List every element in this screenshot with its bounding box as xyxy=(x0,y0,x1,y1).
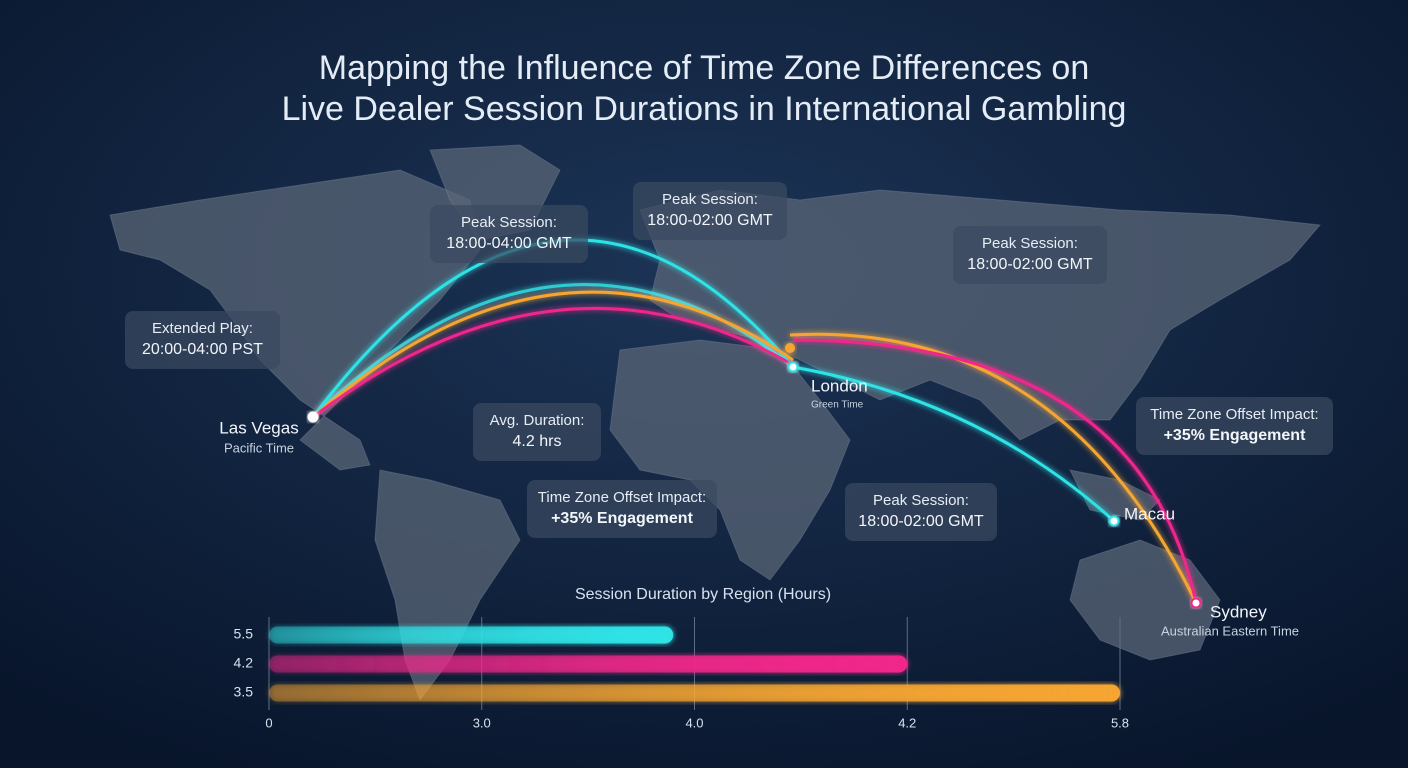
callout-detail: +35% Engagement xyxy=(551,510,694,527)
callout-heading: Time Zone Offset Impact: xyxy=(538,489,706,506)
y-category-label: 5.5 xyxy=(234,626,254,642)
callout-box xyxy=(845,483,997,541)
callout-detail: 18:00-02:00 GMT xyxy=(647,212,773,229)
callout-heading: Avg. Duration: xyxy=(490,412,585,429)
callout-detail: 4.2 hrs xyxy=(513,433,562,450)
callout-heading: Peak Session: xyxy=(982,235,1078,252)
title-line: Live Dealer Session Durations in Interna… xyxy=(282,90,1127,128)
callout-box xyxy=(527,480,717,538)
city-name: Macau xyxy=(1124,504,1175,523)
hub-dot xyxy=(785,343,795,353)
callout-box xyxy=(633,182,787,240)
chart-title: Session Duration by Region (Hours) xyxy=(575,586,831,603)
city-zone: Pacific Time xyxy=(224,440,294,455)
world-map xyxy=(109,144,1321,702)
city-name: Sydney xyxy=(1210,602,1267,621)
callout-box xyxy=(473,403,601,461)
callout-heading: Extended Play: xyxy=(152,320,253,337)
callout-detail: 18:00-04:00 GMT xyxy=(446,235,572,252)
bar xyxy=(269,684,1120,702)
map-labels: Peak Session: 18:00-04:00 GMT Peak Session… xyxy=(125,182,1333,638)
bar-chart: Session Duration by Region (Hours) 0 3.0 4.… xyxy=(234,586,1130,730)
x-tick-label: 0 xyxy=(265,715,272,730)
city-name: London xyxy=(811,376,868,395)
callout-box xyxy=(1136,397,1333,455)
x-tick-label: 4.2 xyxy=(898,715,916,730)
callout-box xyxy=(125,311,280,369)
city-zone: Australian Eastern Time xyxy=(1161,623,1299,638)
city-dot xyxy=(787,361,799,373)
callout-detail: 18:00-02:00 GMT xyxy=(967,256,1093,273)
callout-detail: 20:00-04:00 PST xyxy=(142,341,263,358)
x-tick-label: 3.0 xyxy=(473,715,491,730)
bar xyxy=(269,626,674,644)
callout-detail: 18:00-02:00 GMT xyxy=(858,513,984,530)
route-arcs xyxy=(311,238,1198,604)
y-category-label: 3.5 xyxy=(234,684,254,700)
callout-box xyxy=(430,205,588,263)
city-zone: Green Time xyxy=(811,400,864,411)
city-dot xyxy=(1108,515,1120,527)
callout-heading: Peak Session: xyxy=(873,492,969,509)
callout-heading: Peak Session: xyxy=(461,214,557,231)
city-name: Las Vegas xyxy=(219,418,298,437)
title-line: Mapping the Influence of Time Zone Diffe… xyxy=(319,49,1090,87)
x-tick-label: 4.0 xyxy=(685,715,703,730)
x-tick-label: 5.8 xyxy=(1111,715,1129,730)
callout-detail: +35% Engagement xyxy=(1164,427,1307,444)
y-category-label: 4.2 xyxy=(234,655,254,671)
city-dot xyxy=(1190,597,1202,609)
city-dot xyxy=(307,411,319,423)
bar xyxy=(269,655,908,673)
callout-heading: Time Zone Offset Impact: xyxy=(1150,406,1318,423)
callout-heading: Peak Session: xyxy=(662,191,758,208)
callout-box xyxy=(953,226,1107,284)
